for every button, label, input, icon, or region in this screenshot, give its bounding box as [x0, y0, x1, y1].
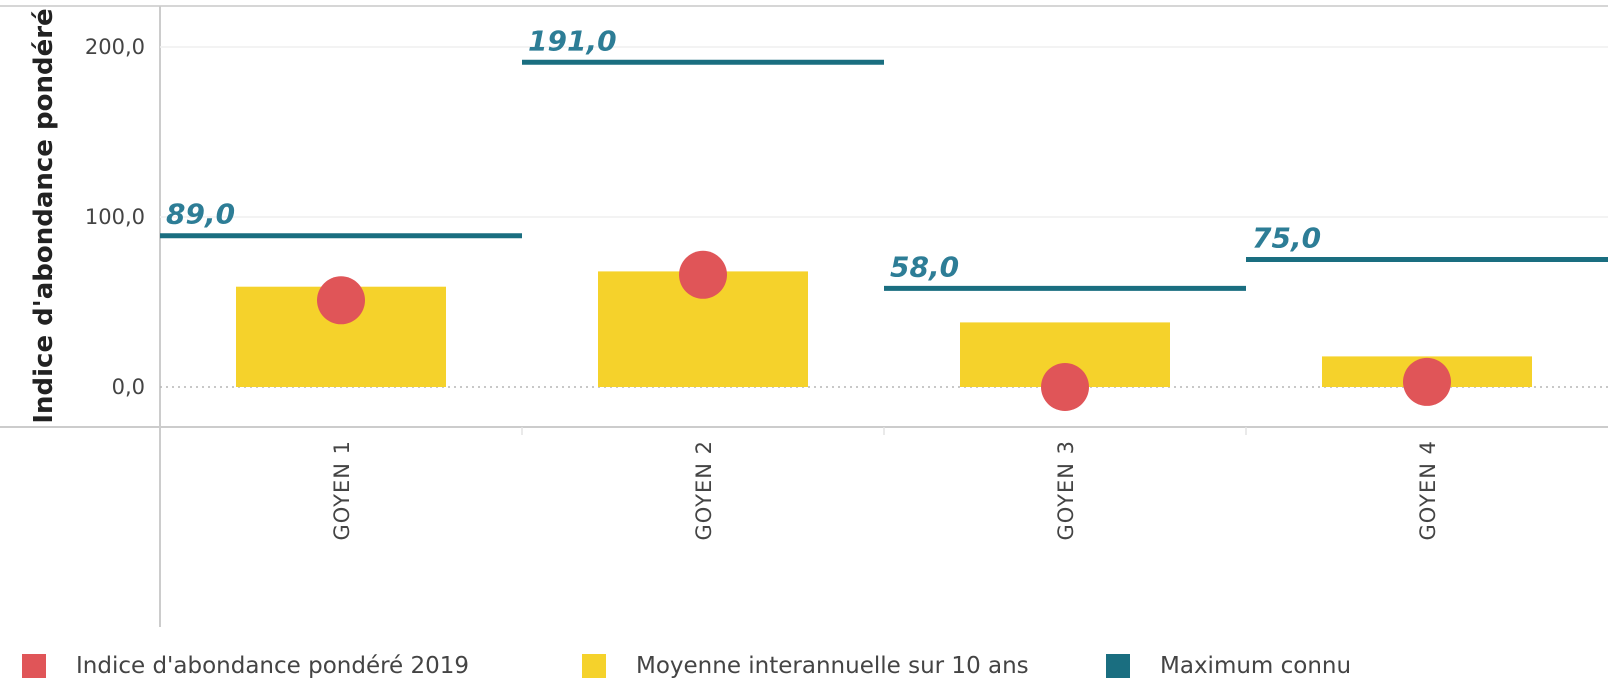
- y-tick-label: 200,0: [85, 35, 145, 59]
- legend-swatch-indice: [22, 654, 46, 678]
- point-indice-2: [679, 250, 727, 299]
- point-indice-1: [317, 276, 365, 325]
- y-tick-label: 0,0: [112, 375, 145, 399]
- max-label-2: 191,0: [528, 24, 617, 57]
- y-tick-label: 100,0: [85, 205, 145, 229]
- x-category-label-3: GOYEN 3: [1054, 440, 1078, 541]
- x-category-label-2: GOYEN 2: [692, 440, 716, 541]
- point-indice-4: [1403, 357, 1451, 406]
- legend-item-moyenne[interactable]: Moyenne interannuelle sur 10 ans: [582, 648, 1029, 684]
- legend-label-indice: Indice d'abondance pondéré 2019: [76, 653, 470, 679]
- x-category-label-4: GOYEN 4: [1416, 440, 1440, 541]
- legend-label-maximum: Maximum connu: [1160, 653, 1352, 679]
- point-indice-3: [1041, 363, 1089, 411]
- legend-item-indice[interactable]: Indice d'abondance pondéré 2019: [22, 648, 469, 684]
- legend-label-moyenne: Moyenne interannuelle sur 10 ans: [636, 653, 1029, 679]
- max-label-4: 75,0: [1252, 222, 1321, 255]
- legend-swatch-moyenne: [582, 654, 606, 678]
- y-axis-label: Indice d'abondance pondéré: [29, 8, 59, 423]
- max-label-3: 58,0: [890, 250, 959, 283]
- legend: Indice d'abondance pondéré 2019 Moyenne …: [0, 648, 1608, 684]
- max-label-1: 89,0: [166, 198, 235, 231]
- x-category-label-1: GOYEN 1: [330, 440, 354, 541]
- legend-swatch-maximum: [1106, 654, 1130, 678]
- legend-item-maximum[interactable]: Maximum connu: [1106, 648, 1351, 684]
- plot-area: 0,0 100,0 200,0 Indice d'abondance pondéré 8…: [0, 5, 1608, 627]
